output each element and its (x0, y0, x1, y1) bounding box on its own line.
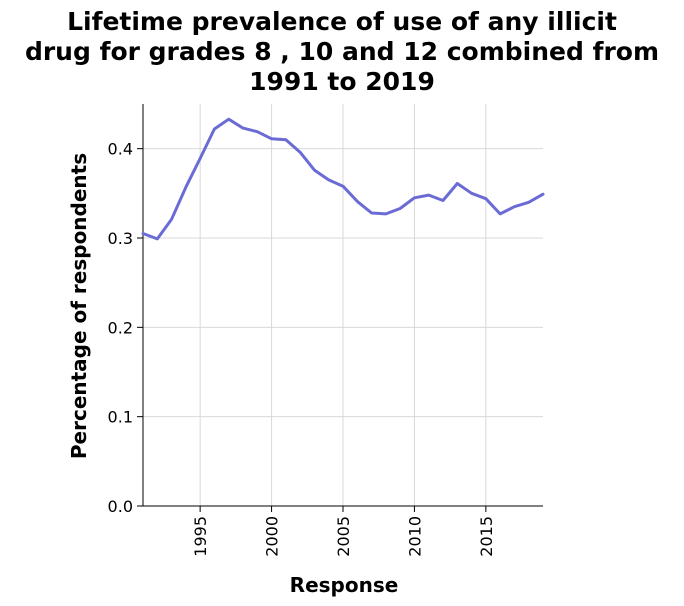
y-tick-label: 0.0 (108, 497, 133, 516)
x-tick-label: 2005 (334, 516, 353, 557)
y-tick-label: 0.2 (108, 318, 133, 337)
x-tick-label: 2015 (477, 516, 496, 557)
x-tick-label: 1995 (191, 516, 210, 557)
chart-title-line-3: 1991 to 2019 (249, 67, 435, 96)
x-axis-label: Response (290, 573, 399, 597)
x-tick-label: 2000 (263, 516, 282, 557)
chart-title-line-2: drug for grades 8 , 10 and 12 combined f… (25, 37, 659, 66)
y-axis-label: Percentage of respondents (67, 153, 91, 459)
series-layer (141, 117, 545, 241)
chart-title-line-1: Lifetime prevalence of use of any illici… (67, 7, 617, 36)
grid (143, 104, 543, 507)
y-tick-label: 0.3 (108, 229, 133, 248)
chart-title: Lifetime prevalence of use of any illici… (25, 7, 659, 96)
y-tick-label: 0.1 (108, 408, 133, 427)
axes: 0.0 0.1 0.2 0.3 0.4 1995 2000 2005 2010 2015 (108, 104, 543, 557)
y-tick-label: 0.4 (108, 140, 133, 159)
x-tick-label: 2010 (405, 516, 424, 557)
